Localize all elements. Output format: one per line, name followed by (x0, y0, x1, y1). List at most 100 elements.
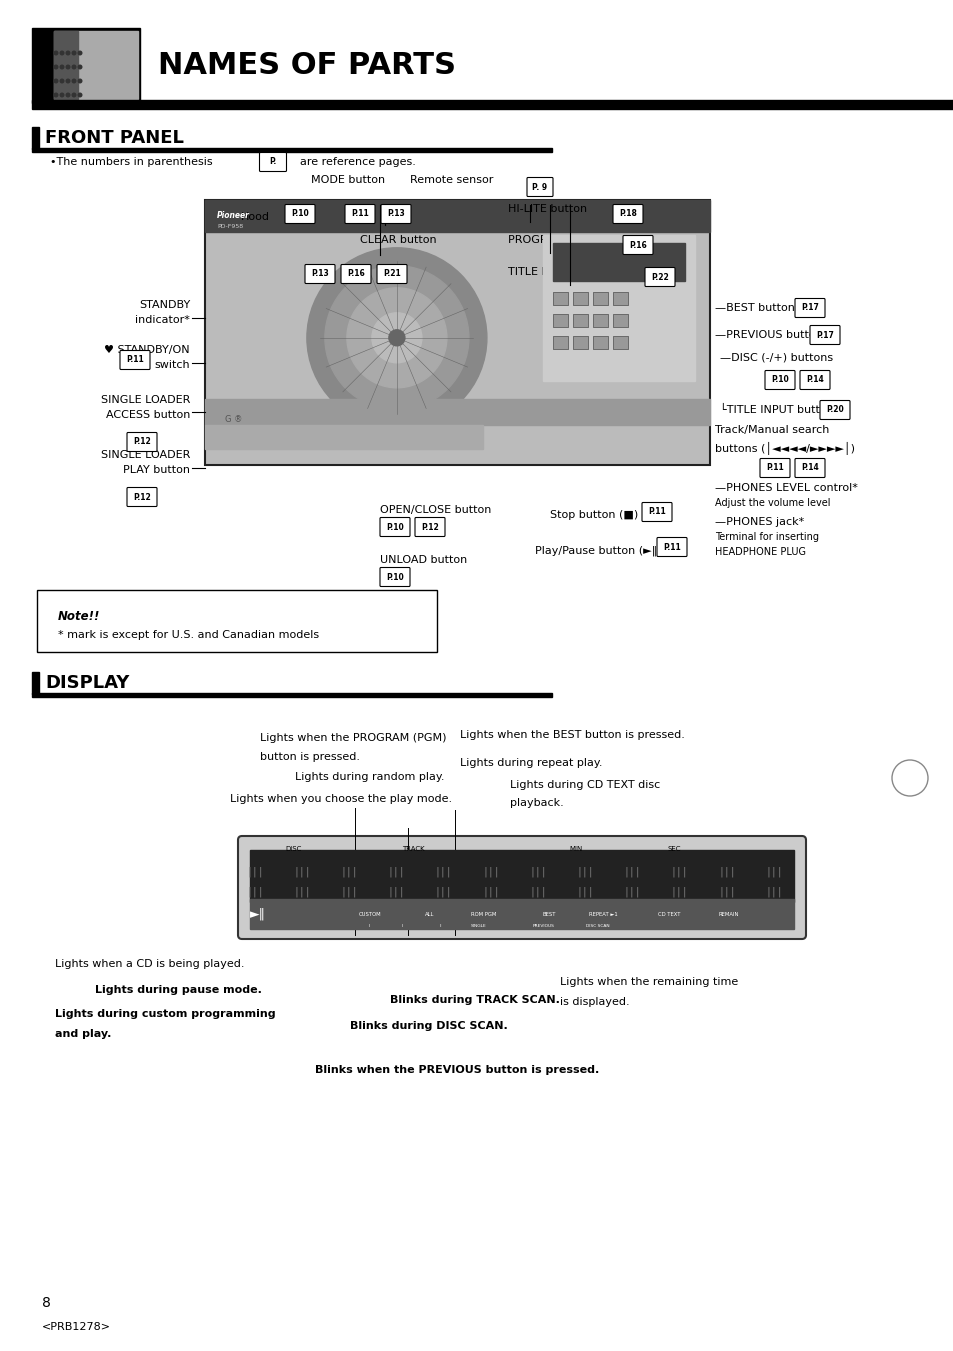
FancyBboxPatch shape (376, 265, 407, 284)
Text: Play/Pause button (►‖): Play/Pause button (►‖) (535, 544, 660, 555)
Circle shape (60, 80, 64, 82)
Circle shape (54, 51, 58, 55)
Bar (613, 313, 628, 327)
Bar (593, 336, 608, 349)
Bar (553, 336, 568, 349)
Text: |||: ||| (529, 867, 546, 877)
Text: |||: ||| (435, 886, 452, 897)
Text: P.11: P.11 (765, 463, 783, 473)
Circle shape (347, 288, 446, 388)
Text: P.14: P.14 (805, 376, 823, 385)
Text: |||: ||| (623, 886, 640, 897)
Bar (250, 850, 793, 902)
Text: Pioneer: Pioneer (216, 211, 250, 220)
Text: are reference pages.: are reference pages. (299, 157, 416, 168)
Circle shape (78, 65, 82, 69)
Circle shape (66, 80, 70, 82)
Bar (593, 292, 608, 305)
Bar (593, 313, 608, 327)
Bar (613, 336, 628, 349)
FancyBboxPatch shape (345, 204, 375, 223)
Text: —PHONES jack*: —PHONES jack* (714, 517, 803, 527)
Text: TITLE DISPLAY button: TITLE DISPLAY button (507, 267, 627, 277)
Text: CUSTOM: CUSTOM (358, 912, 380, 916)
Text: G ®: G ® (225, 415, 242, 424)
FancyBboxPatch shape (285, 204, 314, 223)
Bar (613, 292, 628, 305)
Circle shape (372, 313, 421, 363)
Text: is displayed.: is displayed. (559, 997, 629, 1006)
Text: Lights during pause mode.: Lights during pause mode. (95, 985, 262, 994)
Bar (553, 243, 684, 281)
FancyBboxPatch shape (657, 538, 686, 557)
Text: |||: ||| (340, 886, 357, 897)
Circle shape (72, 51, 75, 55)
Bar (613, 313, 628, 327)
Text: Terminal for inserting: Terminal for inserting (714, 532, 818, 542)
Text: 8: 8 (42, 1296, 51, 1310)
Text: REMAIN: REMAIN (718, 912, 739, 916)
FancyBboxPatch shape (259, 153, 286, 172)
Text: |||: ||| (340, 867, 357, 877)
Text: P.12: P.12 (420, 523, 438, 531)
Text: Lights when a CD is being played.: Lights when a CD is being played. (55, 959, 244, 969)
Text: playback.: playback. (510, 798, 563, 808)
Text: II: II (438, 924, 441, 928)
Circle shape (66, 65, 70, 69)
FancyBboxPatch shape (205, 200, 709, 465)
Text: P.20: P.20 (825, 405, 843, 415)
Text: * mark is except for U.S. and Canadian models: * mark is except for U.S. and Canadian m… (58, 630, 319, 640)
Bar (32, 100, 953, 109)
Text: P.10: P.10 (386, 523, 403, 531)
Text: MIN: MIN (569, 846, 582, 852)
Text: UNLOAD button: UNLOAD button (379, 555, 467, 565)
FancyBboxPatch shape (760, 458, 789, 477)
Text: —PREVIOUS button: —PREVIOUS button (714, 330, 821, 340)
Circle shape (72, 80, 75, 82)
Text: SINGLE LOADER: SINGLE LOADER (100, 450, 190, 459)
Text: └TITLE INPUT button: └TITLE INPUT button (720, 405, 833, 415)
FancyBboxPatch shape (127, 432, 157, 451)
Bar (205, 426, 482, 449)
Bar (573, 313, 588, 327)
FancyBboxPatch shape (380, 204, 411, 223)
FancyBboxPatch shape (644, 267, 675, 286)
Text: |||: ||| (764, 867, 782, 877)
Text: |||: ||| (481, 886, 499, 897)
Text: DISC SCAN: DISC SCAN (586, 924, 609, 928)
Text: Lights during repeat play.: Lights during repeat play. (459, 758, 602, 767)
Text: buttons (│◄◄◄◄/►►►►│): buttons (│◄◄◄◄/►►►►│) (714, 442, 854, 454)
Text: SINGLE LOADER: SINGLE LOADER (100, 394, 190, 405)
Text: DISPLAY: DISPLAY (45, 674, 130, 692)
Circle shape (54, 80, 58, 82)
FancyBboxPatch shape (794, 458, 824, 477)
Text: REPEAT ►1: REPEAT ►1 (589, 912, 618, 916)
Text: P. 9: P. 9 (532, 182, 547, 192)
Text: Lights during custom programming: Lights during custom programming (55, 1009, 275, 1019)
Circle shape (66, 51, 70, 55)
Bar (32, 127, 39, 149)
Text: P.17: P.17 (801, 304, 818, 312)
Text: P.10: P.10 (291, 209, 309, 219)
Circle shape (66, 93, 70, 97)
Text: P.11: P.11 (647, 508, 665, 516)
Text: P.22: P.22 (651, 273, 668, 281)
Text: |||: ||| (246, 886, 264, 897)
Bar (613, 336, 628, 349)
Text: PROGRAM button: PROGRAM button (507, 235, 604, 245)
Text: CLEAR button: CLEAR button (359, 235, 436, 245)
Text: P.18: P.18 (618, 209, 637, 219)
Circle shape (78, 80, 82, 82)
Text: P.: P. (269, 158, 276, 166)
FancyBboxPatch shape (794, 299, 824, 317)
Text: |||: ||| (670, 886, 688, 897)
Text: MODE button: MODE button (311, 176, 385, 185)
Text: —DISC (-/+) buttons: —DISC (-/+) buttons (720, 353, 832, 363)
FancyBboxPatch shape (526, 177, 553, 196)
Text: |||: ||| (764, 886, 782, 897)
Text: Lights during CD TEXT disc: Lights during CD TEXT disc (510, 780, 659, 790)
Text: |||: ||| (246, 867, 264, 877)
Bar (553, 313, 568, 327)
Text: |||: ||| (718, 886, 735, 897)
Text: Lights when the BEST button is pressed.: Lights when the BEST button is pressed. (459, 730, 684, 740)
